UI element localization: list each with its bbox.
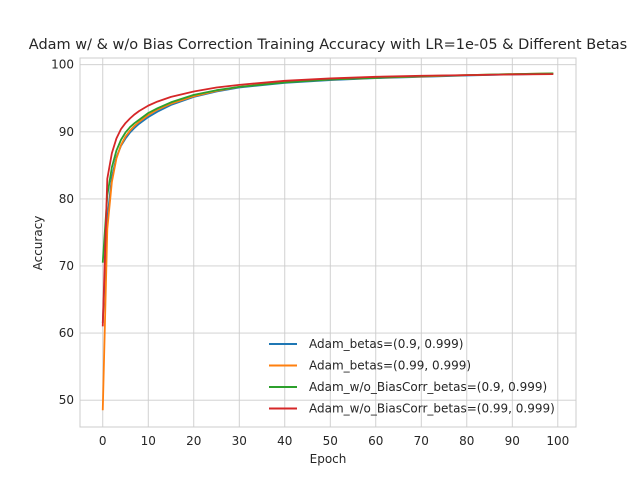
y-tick-label: 70 bbox=[59, 259, 74, 273]
legend-entry: Adam_w/o_BiasCorr_betas=(0.99, 0.999) bbox=[309, 402, 555, 416]
chart-title: Adam w/ & w/o Bias Correction Training A… bbox=[29, 37, 627, 53]
x-tick-label: 20 bbox=[186, 434, 201, 448]
y-tick-label: 90 bbox=[59, 125, 74, 139]
x-tick-label: 70 bbox=[414, 434, 429, 448]
x-tick-label: 50 bbox=[323, 434, 338, 448]
x-tick-label: 100 bbox=[546, 434, 569, 448]
y-tick-label: 60 bbox=[59, 326, 74, 340]
legend: Adam_betas=(0.9, 0.999) Adam_betas=(0.99,… bbox=[269, 337, 555, 416]
series-line-4 bbox=[101, 73, 554, 327]
series-lines bbox=[101, 72, 554, 411]
grid-lines bbox=[80, 58, 576, 427]
tick-labels: 0 10 20 30 40 50 60 70 80 90 100 50 60 70 80 90 100 bbox=[51, 58, 569, 448]
y-axis-label: Accuracy bbox=[31, 216, 45, 271]
legend-entry: Adam_w/o_BiasCorr_betas=(0.9, 0.999) bbox=[309, 380, 547, 394]
x-tick-label: 40 bbox=[277, 434, 292, 448]
y-tick-label: 50 bbox=[59, 393, 74, 407]
y-tick-label: 100 bbox=[51, 58, 74, 72]
legend-entry: Adam_betas=(0.99, 0.999) bbox=[309, 359, 471, 373]
x-axis-label: Epoch bbox=[310, 452, 347, 466]
x-tick-label: 90 bbox=[505, 434, 520, 448]
series-line-3 bbox=[101, 72, 554, 263]
x-tick-label: 30 bbox=[232, 434, 247, 448]
x-tick-label: 80 bbox=[459, 434, 474, 448]
plot-frame bbox=[79, 57, 577, 428]
legend-entry: Adam_betas=(0.9, 0.999) bbox=[309, 337, 463, 351]
x-tick-label: 10 bbox=[141, 434, 156, 448]
x-tick-label: 60 bbox=[368, 434, 383, 448]
x-tick-label: 0 bbox=[99, 434, 107, 448]
y-tick-label: 80 bbox=[59, 192, 74, 206]
series-line-1 bbox=[101, 72, 554, 324]
